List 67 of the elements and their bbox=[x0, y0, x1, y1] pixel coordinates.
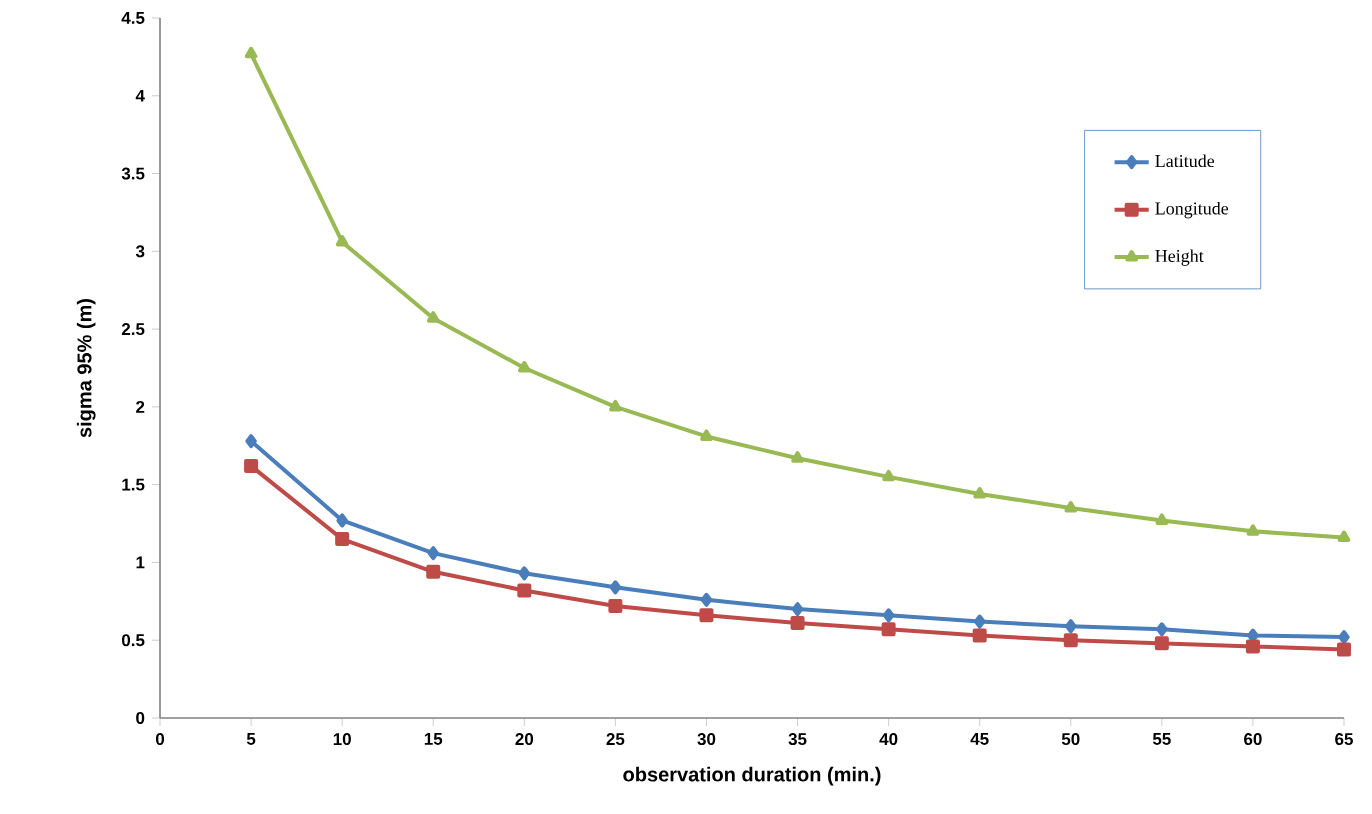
point bbox=[426, 564, 441, 579]
x-tick-label: 20 bbox=[515, 733, 534, 746]
x-tick-label: 50 bbox=[1061, 733, 1080, 746]
y-tick-label: 2.5 bbox=[121, 323, 145, 336]
x-tick-label: 15 bbox=[424, 733, 443, 745]
x-tick-label: 60 bbox=[1244, 733, 1262, 746]
point bbox=[608, 598, 623, 613]
point bbox=[336, 513, 348, 528]
point bbox=[699, 608, 714, 623]
point bbox=[881, 622, 896, 637]
y-tick-label: 3.5 bbox=[121, 167, 145, 180]
y-tick-label: 2 bbox=[136, 400, 145, 413]
point bbox=[427, 546, 439, 561]
point bbox=[882, 469, 895, 482]
point bbox=[518, 566, 531, 581]
point bbox=[1156, 622, 1168, 637]
y-tick-label: 3 bbox=[135, 245, 145, 258]
point bbox=[973, 486, 987, 499]
x-tick-label: 40 bbox=[879, 733, 898, 746]
x-tick-label: 0 bbox=[155, 733, 165, 746]
point bbox=[1154, 636, 1169, 651]
point bbox=[1337, 530, 1351, 543]
point bbox=[426, 311, 440, 323]
point bbox=[1336, 642, 1351, 657]
x-tick-label: 35 bbox=[788, 733, 807, 746]
y-tick-label: 1 bbox=[136, 556, 145, 569]
point bbox=[972, 628, 987, 643]
point bbox=[1338, 630, 1350, 645]
point bbox=[517, 583, 532, 598]
legend-label: Longitude bbox=[1155, 201, 1229, 219]
point bbox=[882, 608, 895, 623]
point bbox=[1065, 619, 1077, 634]
point bbox=[791, 451, 804, 463]
point bbox=[791, 602, 804, 617]
point bbox=[790, 616, 805, 631]
point bbox=[1246, 524, 1260, 536]
y-tick-label: 1.5 bbox=[122, 478, 145, 491]
legend-label: Height bbox=[1155, 249, 1204, 266]
point bbox=[244, 458, 259, 473]
x-axis-title: observation duration (min.) bbox=[623, 766, 881, 786]
x-tick-label: 45 bbox=[970, 733, 989, 745]
point bbox=[335, 234, 349, 247]
point bbox=[245, 434, 257, 449]
point bbox=[517, 360, 531, 373]
point bbox=[609, 399, 622, 412]
y-axis-title: sigma 95% (m) bbox=[76, 298, 96, 438]
point bbox=[700, 592, 713, 607]
y-tick-label: 4.5 bbox=[121, 12, 145, 24]
y-tick-label: 0 bbox=[136, 711, 145, 724]
point bbox=[973, 614, 986, 629]
y-tick-label: 0.5 bbox=[121, 634, 145, 647]
point bbox=[1064, 500, 1078, 513]
point bbox=[244, 46, 258, 59]
point bbox=[609, 580, 622, 595]
x-tick-label: 30 bbox=[697, 733, 716, 746]
x-tick-label: 65 bbox=[1335, 733, 1353, 746]
x-tick-label: 10 bbox=[333, 733, 351, 746]
y-tick-label: 4 bbox=[135, 89, 145, 102]
point bbox=[1063, 633, 1078, 648]
point bbox=[700, 429, 713, 441]
legend-label: Latitude bbox=[1155, 154, 1215, 168]
x-tick-label: 5 bbox=[246, 733, 256, 745]
point bbox=[1155, 513, 1169, 525]
x-tick-label: 25 bbox=[606, 733, 625, 746]
point bbox=[1245, 639, 1260, 654]
x-tick-label: 55 bbox=[1152, 733, 1171, 745]
point bbox=[335, 532, 350, 547]
